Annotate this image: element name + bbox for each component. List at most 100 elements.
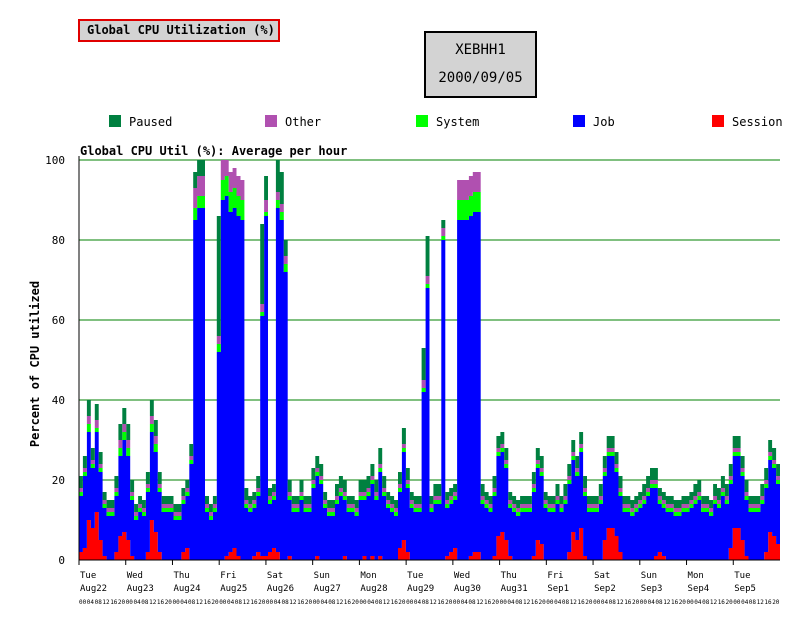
x-date-label-3: Aug25	[220, 584, 247, 594]
legend-label-job: Job	[593, 115, 615, 129]
x-hour-label-1-1: 04	[134, 599, 142, 606]
x-hour-label-13-3: 12	[710, 599, 718, 606]
x-day-label-5: Sun	[314, 571, 330, 581]
x-date-label-10: Sep1	[547, 584, 569, 594]
x-hour-label-0-1: 04	[87, 599, 95, 606]
x-hour-label-12-1: 04	[648, 599, 656, 606]
x-hour-label-2-3: 12	[196, 599, 204, 606]
x-hour-label-12-4: 16	[671, 599, 679, 606]
x-date-label-0: Aug22	[80, 584, 107, 594]
x-hour-label-9-4: 16	[531, 599, 539, 606]
x-hour-label-5-4: 16	[344, 599, 352, 606]
x-date-label-12: Sep3	[641, 584, 663, 594]
x-day-label-6: Mon	[360, 571, 376, 581]
x-hour-label-14-1: 04	[741, 599, 749, 606]
series-area-other	[79, 160, 780, 516]
x-hour-label-1-4: 16	[157, 599, 165, 606]
x-hour-label-14-4: 16	[764, 599, 772, 606]
x-hour-label-4-3: 12	[289, 599, 297, 606]
x-day-label-0: Tue	[80, 571, 96, 581]
x-date-label-6: Aug28	[360, 584, 387, 594]
x-hour-label-1-5: 20	[165, 599, 173, 606]
x-day-label-13: Mon	[688, 571, 704, 581]
x-hour-label-10-1: 04	[554, 599, 562, 606]
x-hour-label-8-1: 04	[461, 599, 469, 606]
x-date-label-11: Sep2	[594, 584, 616, 594]
x-hour-label-3-4: 16	[250, 599, 258, 606]
x-hour-label-4-2: 08	[282, 599, 290, 606]
x-hour-label-11-3: 12	[616, 599, 624, 606]
x-hour-label-1-0: 00	[126, 599, 134, 606]
x-hour-label-6-4: 16	[391, 599, 399, 606]
x-hour-label-9-2: 08	[515, 599, 523, 606]
series-area-job	[79, 196, 780, 560]
x-hour-label-2-2: 08	[188, 599, 196, 606]
x-date-label-4: Aug26	[267, 584, 294, 594]
x-hour-label-10-2: 08	[562, 599, 570, 606]
x-hour-label-7-3: 12	[430, 599, 438, 606]
x-hour-label-2-4: 16	[204, 599, 212, 606]
x-hour-label-14-0: 00	[733, 599, 741, 606]
x-date-label-13: Sep4	[688, 584, 710, 594]
x-hour-label-12-5: 20	[679, 599, 687, 606]
x-date-label-9: Aug31	[501, 584, 528, 594]
x-hour-label-5-3: 12	[336, 599, 344, 606]
x-hour-label-7-0: 00	[406, 599, 414, 606]
x-hour-label-11-2: 08	[609, 599, 617, 606]
x-hour-label-12-0: 00	[640, 599, 648, 606]
x-hour-label-10-4: 16	[578, 599, 586, 606]
x-hour-label-8-2: 08	[468, 599, 476, 606]
x-hour-label-5-0: 00	[313, 599, 321, 606]
legend-label-other: Other	[285, 115, 322, 129]
x-hour-label-11-4: 16	[624, 599, 632, 606]
x-hour-label-0-0: 00	[79, 599, 87, 606]
x-hour-label-6-3: 12	[383, 599, 391, 606]
x-hour-label-6-0: 00	[359, 599, 367, 606]
y-tick-label-0: 0	[58, 554, 65, 567]
x-date-label-7: Aug29	[407, 584, 434, 594]
x-hour-label-3-0: 00	[219, 599, 227, 606]
x-hour-label-5-2: 08	[328, 599, 336, 606]
x-hour-label-12-2: 08	[655, 599, 663, 606]
x-day-label-9: Thu	[501, 571, 517, 581]
x-hour-label-4-1: 04	[274, 599, 282, 606]
x-hour-label-2-5: 20	[211, 599, 219, 606]
x-hour-label-6-1: 04	[367, 599, 375, 606]
x-hour-label-8-4: 16	[484, 599, 492, 606]
legend-swatch-paused	[109, 115, 121, 127]
x-hour-label-0-5: 20	[118, 599, 126, 606]
x-day-label-7: Tue	[407, 571, 423, 581]
x-hour-label-4-4: 16	[297, 599, 305, 606]
x-hour-label-2-0: 00	[173, 599, 181, 606]
x-hour-label-0-4: 16	[110, 599, 118, 606]
x-hour-label-11-5: 20	[632, 599, 640, 606]
y-tick-label-60: 60	[52, 314, 65, 327]
x-hour-label-8-5: 20	[492, 599, 500, 606]
legend-swatch-job	[573, 115, 585, 127]
x-hour-label-7-5: 20	[445, 599, 453, 606]
x-day-label-4: Sat	[267, 571, 283, 581]
x-hour-label-11-1: 04	[601, 599, 609, 606]
x-hour-label-3-3: 12	[243, 599, 251, 606]
x-day-label-3: Fri	[220, 571, 236, 581]
x-hour-label-9-0: 00	[500, 599, 508, 606]
x-hour-label-8-0: 00	[453, 599, 461, 606]
x-hour-label-5-1: 04	[321, 599, 329, 606]
x-hour-label-10-0: 00	[546, 599, 554, 606]
x-day-label-11: Sat	[594, 571, 610, 581]
x-day-label-10: Fri	[547, 571, 563, 581]
x-hour-label-9-5: 20	[539, 599, 547, 606]
legend-swatch-system	[416, 115, 428, 127]
x-hour-label-7-4: 16	[437, 599, 445, 606]
y-tick-label-80: 80	[52, 234, 65, 247]
chart-header-title: Global CPU Utilization (%)	[78, 19, 280, 42]
x-hour-label-8-3: 12	[476, 599, 484, 606]
x-hour-label-0-2: 08	[95, 599, 103, 606]
x-hour-label-4-0: 00	[266, 599, 274, 606]
host-name: XEBHH1	[455, 42, 506, 58]
x-hour-label-3-5: 20	[258, 599, 266, 606]
x-hour-label-11-0: 00	[593, 599, 601, 606]
x-hour-label-4-5: 20	[305, 599, 313, 606]
x-hour-label-3-1: 04	[227, 599, 235, 606]
